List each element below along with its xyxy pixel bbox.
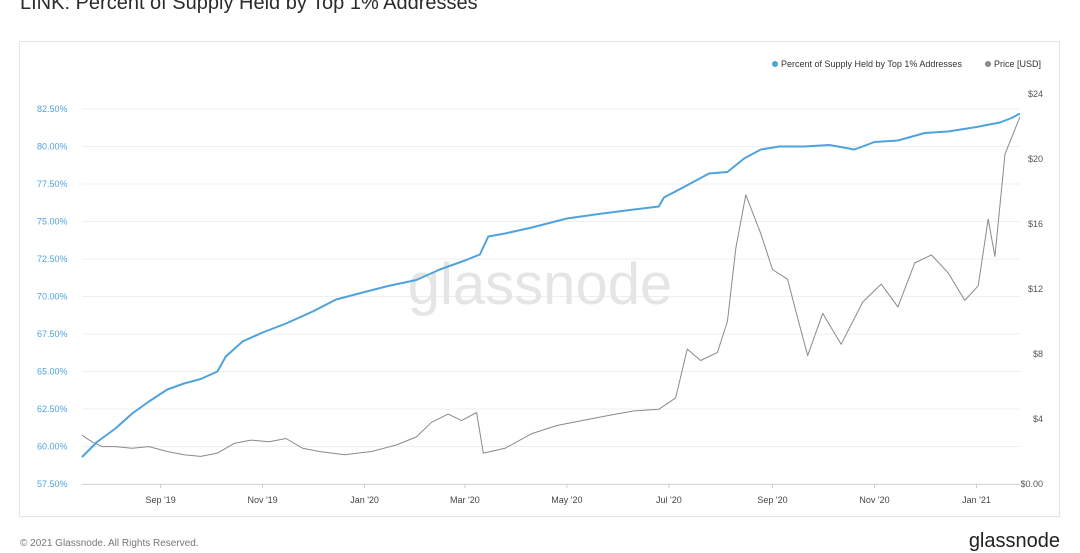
x-axis-tick-label: Nov '19 <box>247 495 277 505</box>
left-axis-tick-label: 70.00% <box>37 292 68 302</box>
left-axis: 57.50% 60.00% 62.50% 65.00% 67.50% 70.00% 72.5… <box>37 104 68 489</box>
left-axis-tick-label: 57.50% <box>37 479 68 489</box>
copyright-text: © 2021 Glassnode. All Rights Reserved. <box>20 538 199 549</box>
x-axis-tick-label: Sep '20 <box>757 495 787 505</box>
legend: Percent of Supply Held by Top 1% Address… <box>772 59 1041 69</box>
right-axis-tick-label: $8 <box>1033 349 1043 359</box>
legend-marker <box>985 61 991 67</box>
legend-item-price: Price [USD] <box>985 59 1041 69</box>
left-axis-tick-label: 80.00% <box>37 142 68 152</box>
legend-item-supply: Percent of Supply Held by Top 1% Address… <box>772 59 962 69</box>
chart-panel: glassnode 57.50% 60.00% 62.50% 65.00% 67.50%… <box>19 41 1060 517</box>
page-title: LINK: Percent of Supply Held by Top 1% A… <box>20 0 478 14</box>
left-axis-tick-label: 75.00% <box>37 217 68 227</box>
right-axis-tick-label: $24 <box>1028 89 1043 99</box>
right-axis-tick-label: $0.00 <box>1020 479 1043 489</box>
left-axis-tick-label: 67.50% <box>37 329 68 339</box>
brand-logo-text: glassnode <box>968 530 1060 552</box>
x-axis-tick-label: Sep '19 <box>145 495 175 505</box>
left-axis-tick-label: 77.50% <box>37 179 68 189</box>
x-axis-tick-label: Nov '20 <box>859 495 889 505</box>
x-axis-tick-label: Jan '21 <box>962 495 991 505</box>
right-axis-tick-label: $16 <box>1028 219 1043 229</box>
x-axis-tick-label: May '20 <box>551 495 582 505</box>
right-axis: $0.00 $4 $8 $12 $16 $20 $24 <box>1020 89 1043 489</box>
price-series-line <box>81 116 1021 457</box>
x-axis-tick-label: Mar '20 <box>450 495 480 505</box>
right-axis-tick-label: $4 <box>1033 414 1043 424</box>
left-axis-tick-label: 62.50% <box>37 404 68 414</box>
series-layer <box>81 112 1021 458</box>
left-axis-tick-label: 65.00% <box>37 367 68 377</box>
legend-label: Percent of Supply Held by Top 1% Address… <box>781 59 962 69</box>
chart-svg: glassnode 57.50% 60.00% 62.50% 65.00% 67.50%… <box>37 59 1043 505</box>
watermark-text: glassnode <box>408 252 672 317</box>
legend-label: Price [USD] <box>994 59 1041 69</box>
legend-marker <box>772 61 778 67</box>
x-axis-tick-label: Jul '20 <box>656 495 682 505</box>
right-axis-tick-label: $12 <box>1028 284 1043 294</box>
left-axis-tick-label: 72.50% <box>37 254 68 264</box>
left-axis-tick-label: 60.00% <box>37 442 68 452</box>
left-axis-tick-label: 82.50% <box>37 104 68 114</box>
x-axis-tick-label: Jan '20 <box>350 495 379 505</box>
x-axis: Sep '19 Nov '19 Jan '20 Mar '20 May '20 Jul '… <box>82 484 1020 505</box>
supply-series-line <box>81 112 1021 458</box>
right-axis-tick-label: $20 <box>1028 154 1043 164</box>
